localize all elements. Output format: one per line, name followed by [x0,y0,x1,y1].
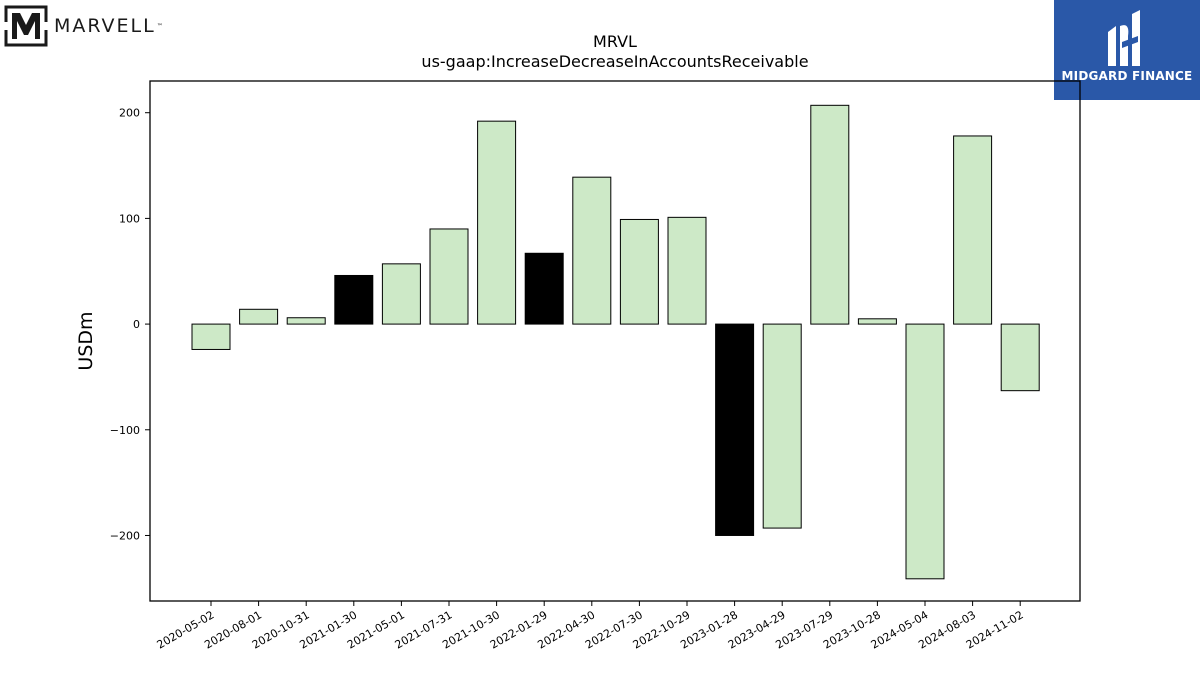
chart-title: MRVL [593,32,637,51]
bar-2020-10-31 [286,317,326,325]
y-tick-label: 100 [119,212,140,225]
chart-subtitle: us-gaap:IncreaseDecreaseInAccountsReceiv… [421,52,809,71]
bar-2020-08-01 [239,308,279,325]
plot-frame [149,80,1081,602]
midgard-logo: MIDGARD FINANCE [1054,0,1200,100]
midgard-logo-text: MIDGARD FINANCE [1061,69,1193,83]
bar-2022-07-30 [619,218,659,325]
marvell-logo: MARVELL ™ [4,5,163,47]
y-tick-label: −200 [110,529,140,542]
bar-2023-10-28 [857,318,897,325]
bar-2021-05-01 [381,263,421,325]
trademark-mark: ™ [156,22,163,30]
y-tick-label: 0 [133,318,140,331]
bar-2021-10-30 [477,120,517,325]
bar-2023-04-29 [762,323,802,529]
bar-2021-01-30 [334,274,374,325]
bar-2024-05-04 [905,323,945,580]
marvell-logo-icon [4,5,48,47]
y-tick-label: −100 [110,424,140,437]
bar-2023-07-29 [810,104,850,325]
bar-2024-11-02 [1000,323,1040,392]
bar-2021-07-31 [429,228,469,325]
bar-2022-10-29 [667,216,707,325]
bar-2024-08-03 [953,135,993,325]
y-axis-label: USDm [75,311,97,370]
y-tick-label: 200 [119,107,140,120]
bar-2020-05-02 [191,323,231,350]
marvell-logo-text: MARVELL [54,15,156,37]
bar-2023-01-28 [715,323,755,536]
bar-2022-04-30 [572,176,612,325]
bar-2022-01-29 [524,252,564,325]
midgard-logo-icon [1108,10,1140,66]
